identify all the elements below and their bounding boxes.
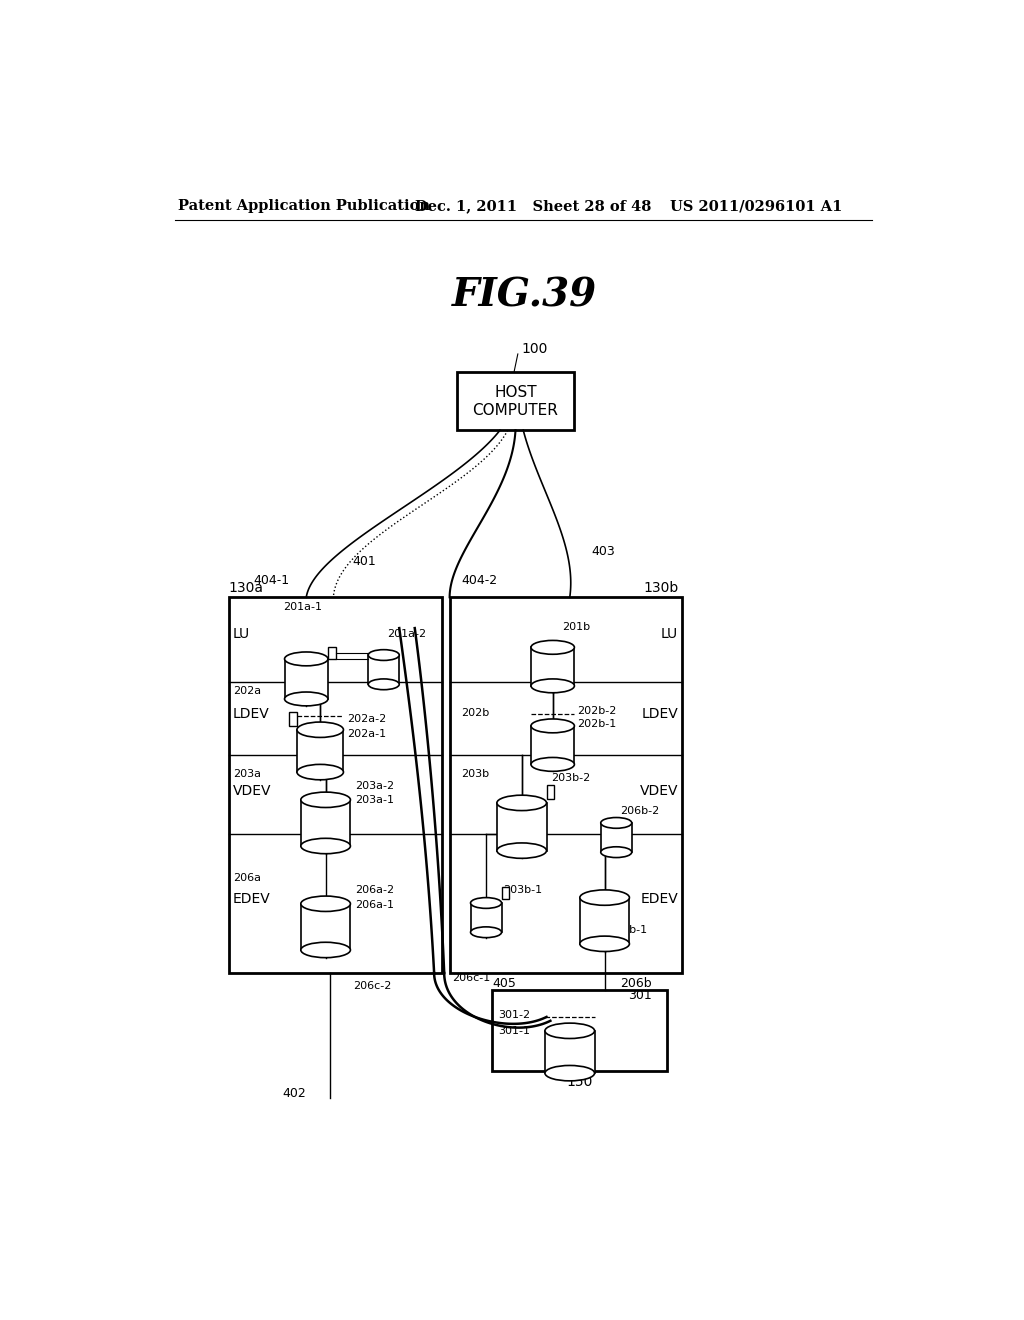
Ellipse shape (297, 722, 343, 738)
Text: 201a-2: 201a-2 (388, 630, 427, 639)
Text: 203a-2: 203a-2 (355, 781, 394, 791)
Text: 203b: 203b (461, 770, 489, 779)
Bar (301, 904, 350, 950)
Bar (545, 1031, 595, 1073)
Text: EDEV: EDEV (640, 892, 678, 906)
Bar (328, 647, 336, 659)
Text: LDEV: LDEV (641, 708, 678, 721)
Ellipse shape (471, 898, 502, 908)
Ellipse shape (580, 890, 630, 906)
Text: 100: 100 (521, 342, 548, 356)
Ellipse shape (471, 927, 502, 937)
Ellipse shape (497, 795, 547, 810)
Ellipse shape (301, 792, 350, 808)
Bar (228, 598, 442, 973)
Ellipse shape (301, 942, 350, 958)
Bar (471, 903, 502, 932)
Text: 150: 150 (566, 1076, 593, 1089)
Ellipse shape (301, 896, 350, 911)
Text: 206a-1: 206a-1 (355, 900, 394, 911)
Ellipse shape (285, 652, 328, 665)
Text: 401: 401 (352, 554, 376, 568)
Text: 206b-1: 206b-1 (608, 925, 647, 935)
Text: VDEV: VDEV (232, 784, 271, 799)
Bar (601, 822, 632, 853)
Text: 202b-2: 202b-2 (578, 706, 616, 717)
Text: 301: 301 (628, 989, 651, 1002)
Text: LDEV: LDEV (232, 708, 269, 721)
Text: 203b-2: 203b-2 (551, 774, 591, 783)
Text: HOST
COMPUTER: HOST COMPUTER (472, 385, 558, 417)
Text: 403: 403 (592, 545, 615, 557)
Text: FIG.39: FIG.39 (453, 276, 597, 314)
Text: 202b: 202b (461, 708, 489, 718)
Ellipse shape (545, 1023, 595, 1039)
Ellipse shape (369, 649, 399, 660)
Bar (497, 803, 547, 850)
Text: 206a: 206a (232, 874, 261, 883)
Text: LU: LU (662, 627, 678, 642)
Ellipse shape (497, 843, 547, 858)
Bar (297, 730, 343, 772)
Text: 201b: 201b (562, 622, 590, 631)
Ellipse shape (580, 936, 630, 952)
Text: LU: LU (232, 627, 250, 642)
Text: 202a-1: 202a-1 (347, 729, 386, 739)
Text: Dec. 1, 2011   Sheet 28 of 48: Dec. 1, 2011 Sheet 28 of 48 (415, 199, 651, 213)
Ellipse shape (601, 847, 632, 858)
Ellipse shape (531, 640, 574, 655)
Bar (450, 598, 682, 973)
Text: 201a-1: 201a-1 (283, 602, 322, 612)
Text: 206a-2: 206a-2 (355, 884, 394, 895)
Text: 301-1: 301-1 (499, 1026, 530, 1036)
Text: 404-2: 404-2 (461, 574, 498, 587)
Text: 301-2: 301-2 (499, 1010, 530, 1019)
Text: 402: 402 (283, 1088, 306, 1101)
Ellipse shape (601, 817, 632, 829)
Text: 206b: 206b (621, 977, 651, 990)
Bar (531, 647, 574, 686)
Bar (502, 887, 509, 899)
Bar (580, 898, 630, 944)
Text: 203a-1: 203a-1 (355, 795, 394, 805)
Ellipse shape (531, 719, 574, 733)
Text: VDEV: VDEV (640, 784, 678, 799)
Bar (493, 990, 667, 1071)
Ellipse shape (545, 1065, 595, 1081)
Ellipse shape (369, 678, 399, 689)
Text: EDEV: EDEV (232, 892, 270, 906)
Text: 202a: 202a (232, 686, 261, 696)
Text: 130b: 130b (643, 581, 678, 595)
Text: US 2011/0296101 A1: US 2011/0296101 A1 (671, 199, 843, 213)
Text: 206b-2: 206b-2 (621, 805, 659, 816)
Text: 405: 405 (493, 977, 516, 990)
Text: 206c-1: 206c-1 (452, 973, 490, 983)
Bar (301, 800, 350, 846)
Ellipse shape (301, 838, 350, 854)
Text: 203a: 203a (232, 770, 261, 779)
Text: 202b-1: 202b-1 (578, 719, 616, 730)
Bar (285, 659, 328, 700)
Ellipse shape (285, 692, 328, 706)
Text: 202a-2: 202a-2 (347, 714, 387, 723)
Ellipse shape (531, 758, 574, 771)
Bar (458, 372, 573, 430)
Text: Patent Application Publication: Patent Application Publication (178, 199, 430, 213)
Text: 203b-1: 203b-1 (503, 884, 543, 895)
Text: 206c-2: 206c-2 (352, 981, 391, 991)
Ellipse shape (531, 678, 574, 693)
Ellipse shape (297, 764, 343, 780)
Text: 404-1: 404-1 (253, 574, 290, 587)
Bar (369, 655, 399, 684)
Bar (289, 711, 297, 726)
Bar (547, 785, 554, 799)
Bar (531, 726, 574, 764)
Text: 130a: 130a (228, 581, 264, 595)
